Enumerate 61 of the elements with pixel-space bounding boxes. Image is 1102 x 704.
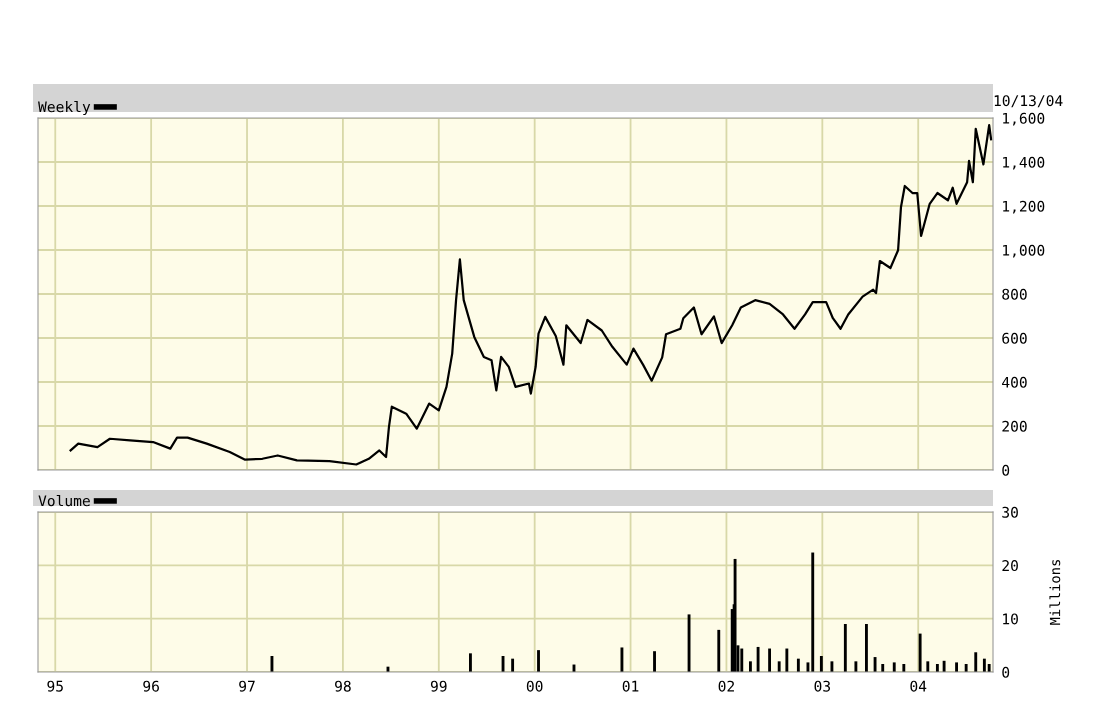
bar — [819, 656, 823, 672]
bar — [918, 633, 922, 672]
y-tick-label: 0 — [1002, 666, 1010, 678]
y-axis-title: Millions — [1049, 559, 1061, 625]
bar — [964, 664, 968, 672]
bar — [955, 662, 958, 672]
y-tick-label: 200 — [1002, 420, 1027, 432]
bar — [733, 558, 737, 672]
line-series — [69, 123, 993, 466]
bar — [902, 664, 906, 672]
bar — [653, 651, 656, 672]
legend-label: Weekly — [38, 100, 91, 116]
x-tick-label: 00 — [526, 680, 543, 692]
x-tick-label: 03 — [814, 680, 831, 692]
bar — [469, 653, 472, 672]
x-tick-label: 98 — [335, 680, 351, 692]
y-tick-label: 600 — [1002, 332, 1027, 344]
text: 10/13/04 — [994, 95, 1063, 108]
x-tick-label: 02 — [718, 680, 734, 692]
y-tick-label: 800 — [1002, 288, 1027, 300]
x-tick-label: 95 — [47, 680, 63, 692]
y-tick-label: 1,200 — [1003, 200, 1045, 214]
bar — [974, 652, 978, 672]
bar — [717, 629, 721, 672]
bar — [865, 624, 868, 672]
y-tick-label: 0 — [1002, 464, 1010, 476]
x-tick-label: 96 — [143, 680, 159, 692]
legend-label: Volume — [38, 494, 90, 507]
y-tick-label: 20 — [1002, 560, 1018, 572]
bar — [873, 657, 877, 672]
bar — [987, 664, 991, 672]
bar — [740, 648, 744, 672]
y-tick-label: 10 — [1003, 613, 1018, 625]
x-tick-label: 99 — [430, 680, 447, 692]
bar — [537, 650, 540, 672]
bar — [843, 624, 847, 672]
bar — [756, 646, 760, 672]
bar — [511, 658, 515, 672]
x-tick-label: 01 — [622, 680, 639, 692]
bar — [892, 662, 896, 672]
bar — [881, 664, 885, 672]
y-tick-label: 1,600 — [1003, 112, 1045, 126]
bar — [926, 661, 930, 672]
bar — [830, 661, 834, 672]
bar — [942, 660, 946, 672]
bar — [785, 648, 789, 672]
y-tick-label: 1,000 — [1003, 244, 1045, 258]
bar — [768, 648, 772, 672]
bar — [620, 647, 624, 672]
bar — [777, 661, 781, 672]
bar — [854, 661, 858, 672]
x-tick-label: 04 — [910, 680, 927, 692]
bar — [982, 658, 986, 672]
x-tick-label: 97 — [239, 680, 255, 692]
y-tick-label: 400 — [1002, 376, 1027, 388]
y-tick-label: 1,400 — [1003, 156, 1045, 170]
bar — [811, 552, 815, 672]
bar — [935, 664, 939, 672]
bar — [796, 658, 800, 672]
y-tick-label: 30 — [1002, 506, 1018, 518]
bar — [748, 661, 752, 672]
